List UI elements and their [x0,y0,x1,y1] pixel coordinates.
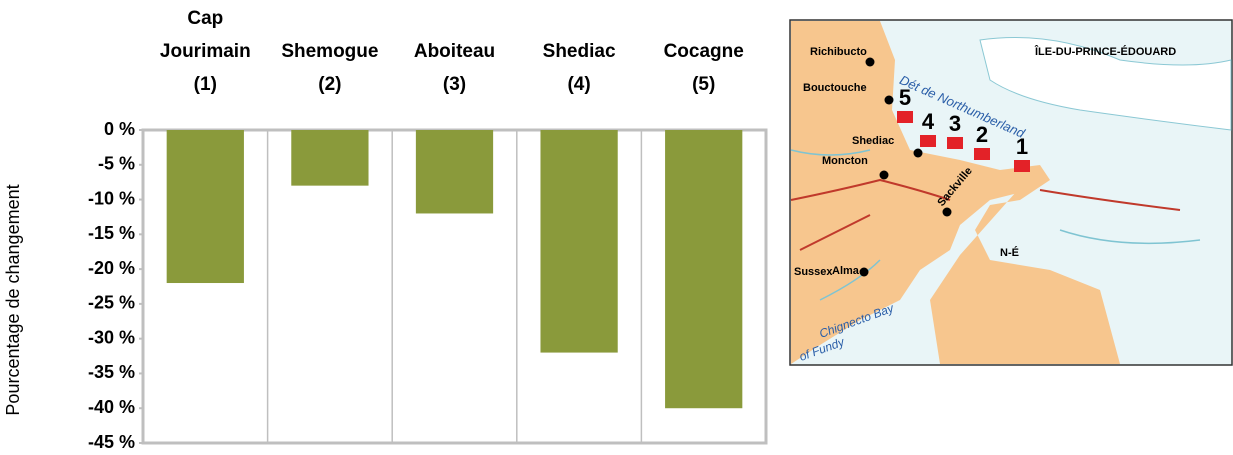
town-dot [942,207,952,217]
x-tick-label: Cocagne (5) [663,41,744,95]
map-label: Moncton [822,155,868,167]
y-tick-label: -40 % [88,397,135,417]
y-tick-label: -25 % [88,293,135,313]
map-label: Sussex [794,266,833,278]
bar [665,130,743,409]
map-label: Richibucto [810,46,867,58]
town-dot [879,170,889,180]
x-tick-label: Shediac (4) [542,41,616,95]
town-dot [884,95,894,105]
bar [291,130,369,186]
map-label: Alma [832,265,860,277]
y-tick-label: -45 % [88,432,135,452]
map: RichibuctoBouctoucheShediacMonctonSackvi… [789,19,1233,366]
y-tick-label: -5 % [98,154,135,174]
x-tick-label: Shemogue (2) [281,41,379,95]
map-label: N-É [1000,246,1019,259]
x-tick-label: Aboiteau (3) [413,41,496,95]
rivers [790,149,1201,301]
y-tick-label: -20 % [88,258,135,278]
site-number: 4 [922,109,935,134]
site-number: 2 [976,122,988,147]
bar [166,130,244,284]
site-marker [920,135,936,147]
x-tick-label: Cap Jourimain (1) [159,8,251,95]
bar [415,130,494,214]
site-number: 5 [899,85,911,110]
bar [540,130,618,353]
site-marker [897,111,913,123]
site-number: 1 [1016,134,1028,159]
y-tick-label: -30 % [88,327,135,347]
town-dot [865,57,875,67]
site-marker [974,148,990,160]
map-label: Shediac [852,135,894,147]
y-tick-label: -15 % [88,223,135,243]
map-label: Bouctouche [803,82,867,94]
y-tick-label: 0 % [104,119,135,139]
town-dot [913,148,923,158]
island [979,37,1232,131]
land-ns [930,165,1120,364]
site-marker [1014,160,1030,172]
y-axis-label: Pourcentage de changement [3,184,23,415]
y-tick-label: -35 % [88,362,135,382]
y-tick-label: -10 % [88,188,135,208]
site-marker [947,137,963,149]
land [791,21,1040,364]
roads [790,178,1181,251]
map-label: ÎLE-DU-PRINCE-ÉDOUARD [1034,45,1176,58]
site-number: 3 [949,111,961,136]
town-dot [859,267,869,277]
